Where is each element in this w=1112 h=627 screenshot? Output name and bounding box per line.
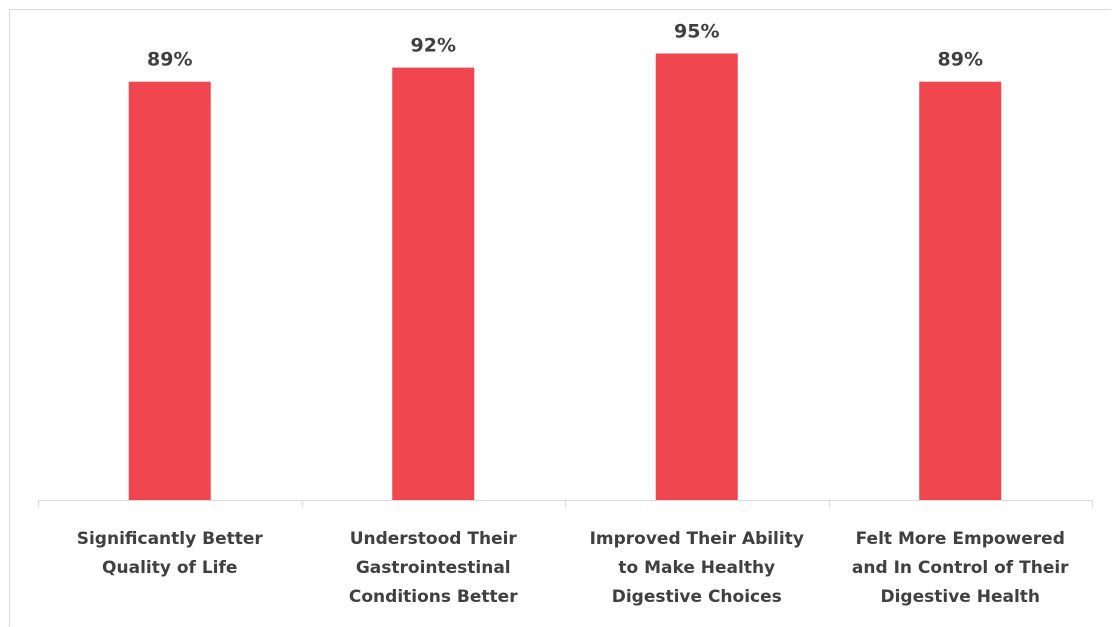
bars-layer xyxy=(128,53,1002,500)
category-label-line: Digestive Choices xyxy=(612,587,782,607)
category-label-line: Significantly Better xyxy=(77,529,264,549)
category-label: Felt More Empowered and In Control of The… xyxy=(852,529,1069,607)
category-label-line: to Make Healthy xyxy=(618,558,775,578)
category-label-line: Improved Their Ability xyxy=(590,529,804,549)
category-label-line: Understood Their xyxy=(350,529,518,549)
category-label: Improved Their Ability to Make Healthy Dig… xyxy=(590,529,804,607)
category-label-line: Felt More Empowered xyxy=(856,529,1065,549)
data-label: 92% xyxy=(411,35,456,57)
category-labels: Significantly Better Quality of Life Under… xyxy=(77,529,1069,607)
category-label-line: Digestive Health xyxy=(880,587,1040,607)
category-label-line: and In Control of Their xyxy=(852,558,1069,578)
data-label: 89% xyxy=(938,49,983,71)
bar xyxy=(655,53,738,500)
category-label: Understood Their Gastrointestinal Conditio… xyxy=(349,529,518,607)
x-axis xyxy=(38,500,1093,507)
category-label-line: Conditions Better xyxy=(349,587,518,607)
bar xyxy=(392,67,475,500)
category-label-line: Quality of Life xyxy=(102,558,237,578)
bar xyxy=(128,81,211,500)
data-label: 89% xyxy=(147,49,192,71)
data-label: 95% xyxy=(674,21,719,43)
category-label: Significantly Better Quality of Life xyxy=(77,529,264,578)
value-labels: 89% 92% 95% 89% xyxy=(147,21,983,71)
bar xyxy=(919,81,1002,500)
category-label-line: Gastrointestinal xyxy=(356,558,511,578)
